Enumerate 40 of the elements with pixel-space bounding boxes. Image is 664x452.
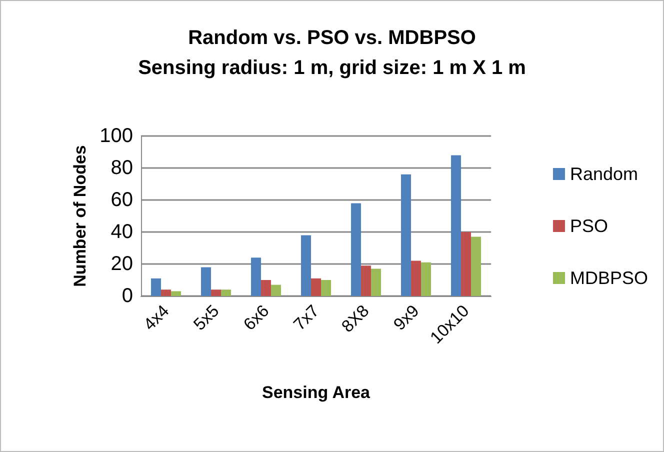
bar <box>161 290 171 296</box>
x-tick-label: 8X8 <box>338 301 373 336</box>
bar <box>251 258 261 296</box>
x-axis-title: Sensing Area <box>262 383 371 402</box>
y-tick-label: 20 <box>110 253 133 275</box>
chart-title: Random vs. PSO vs. MDBPSO <box>188 27 476 49</box>
bar <box>271 284 281 296</box>
legend-label: MDBPSO <box>570 268 648 288</box>
bar <box>201 267 211 296</box>
bar <box>471 236 481 296</box>
x-tick-label: 7x7 <box>290 301 323 334</box>
y-tick-label: 40 <box>110 221 133 243</box>
bar <box>221 290 231 296</box>
bar <box>401 174 411 296</box>
x-tick-label: 4x4 <box>140 301 173 334</box>
y-axis-title: Number of Nodes <box>70 145 90 287</box>
bar <box>461 232 471 296</box>
y-tick-label: 60 <box>110 189 133 211</box>
x-tick-label: 5x5 <box>190 301 223 334</box>
bar <box>361 266 371 296</box>
y-tick-label: 80 <box>110 157 133 179</box>
legend-label: PSO <box>570 216 608 236</box>
bar <box>301 235 311 296</box>
chart-subtitle: Sensing radius: 1 m, grid size: 1 m X 1 m <box>138 57 526 79</box>
x-tick-label: 9x9 <box>390 301 423 334</box>
bar <box>321 280 331 296</box>
bar <box>411 260 421 296</box>
x-tick-label: 6x6 <box>240 301 273 334</box>
bar <box>261 280 271 296</box>
y-tick-label: 0 <box>122 285 133 307</box>
bar <box>171 291 181 296</box>
bar <box>371 268 381 296</box>
bar <box>151 278 161 296</box>
legend-label: Random <box>570 164 638 184</box>
bar <box>421 262 431 296</box>
bar <box>351 203 361 296</box>
bar <box>311 278 321 296</box>
y-tick-label: 100 <box>100 125 133 147</box>
bar <box>211 290 221 296</box>
bar <box>451 155 461 296</box>
